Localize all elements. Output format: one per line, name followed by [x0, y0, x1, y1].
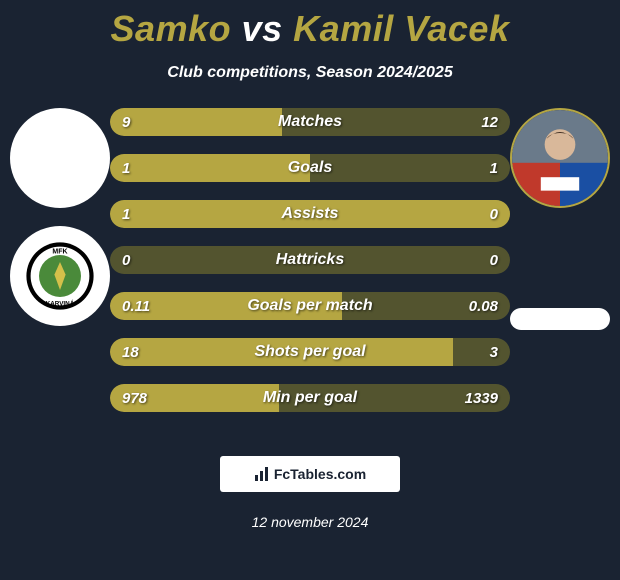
stat-fill-left — [110, 154, 310, 182]
stat-bar: 0.11Goals per match0.08 — [110, 292, 510, 320]
stat-bars: 9Matches121Goals11Assists00Hattricks00.1… — [110, 108, 510, 412]
stat-value-left: 0 — [122, 246, 130, 274]
stat-bar: 0Hattricks0 — [110, 246, 510, 274]
svg-text:MFK: MFK — [52, 249, 67, 256]
stat-bar: 1Assists0 — [110, 200, 510, 228]
stat-bar: 18Shots per goal3 — [110, 338, 510, 366]
brand-badge: FcTables.com — [220, 456, 400, 492]
stat-value-right: 1339 — [465, 384, 498, 412]
stat-value-right: 0 — [490, 246, 498, 274]
player2-club-badge — [510, 308, 610, 330]
stat-value-left: 1 — [122, 200, 130, 228]
brand-text: FcTables.com — [274, 466, 366, 482]
vs-label: vs — [242, 8, 283, 49]
stat-value-left: 0.11 — [122, 292, 150, 320]
stat-value-left: 9 — [122, 108, 130, 136]
chart-icon — [254, 466, 270, 482]
player1-column: MFK KARVINÁ — [0, 108, 120, 326]
stat-value-right: 0.08 — [469, 292, 498, 320]
stat-fill-left — [110, 108, 282, 136]
season-subtitle: Club competitions, Season 2024/2025 — [0, 64, 620, 82]
comparison-body: MFK KARVINÁ 9Matches121Goals11Assists00H… — [0, 108, 620, 438]
stat-value-right: 1 — [490, 154, 498, 182]
stat-value-right: 12 — [481, 108, 498, 136]
stat-bar: 1Goals1 — [110, 154, 510, 182]
footer-date: 12 november 2024 — [0, 514, 620, 530]
stat-value-left: 978 — [122, 384, 147, 412]
player-photo-icon — [512, 110, 608, 206]
stat-label: Hattricks — [110, 246, 510, 274]
stat-value-left: 1 — [122, 154, 130, 182]
stat-fill-left — [110, 338, 453, 366]
stat-fill-left — [110, 200, 510, 228]
player2-column — [500, 108, 620, 330]
stat-value-left: 18 — [122, 338, 139, 366]
player1-avatar — [10, 108, 110, 208]
svg-text:KARVINÁ: KARVINÁ — [46, 298, 75, 307]
stat-bar: 9Matches12 — [110, 108, 510, 136]
player2-avatar — [510, 108, 610, 208]
player1-club-badge: MFK KARVINÁ — [10, 226, 110, 326]
player1-name: Samko — [111, 8, 232, 49]
stat-value-right: 3 — [490, 338, 498, 366]
player2-name: Kamil Vacek — [293, 8, 509, 49]
club-shield-icon: MFK KARVINÁ — [25, 241, 95, 311]
stat-value-right: 0 — [490, 200, 498, 228]
stat-bar: 978Min per goal1339 — [110, 384, 510, 412]
comparison-title: Samko vs Kamil Vacek — [0, 0, 620, 50]
